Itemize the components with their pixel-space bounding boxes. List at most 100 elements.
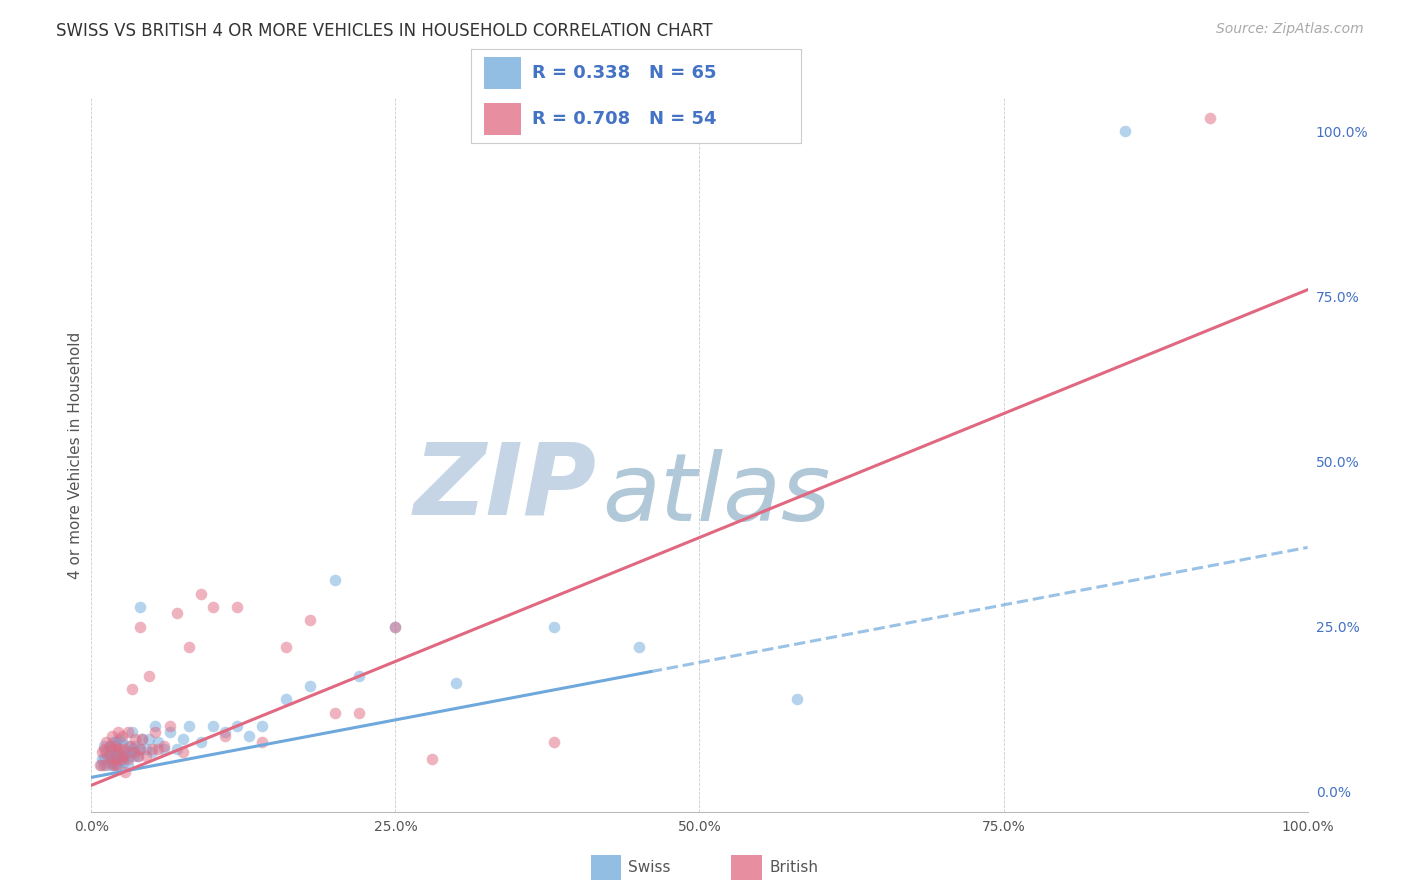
Text: R = 0.708   N = 54: R = 0.708 N = 54 [531, 111, 717, 128]
Point [323, 574, 346, 588]
Point [91, 752, 114, 766]
Point [135, 742, 157, 756]
Point [104, 758, 127, 772]
Point [96, 758, 118, 772]
Point [543, 620, 565, 634]
Point [111, 748, 134, 763]
Point [111, 735, 134, 749]
Point [117, 758, 139, 772]
Text: Source: ZipAtlas.com: Source: ZipAtlas.com [1216, 22, 1364, 37]
Point [103, 748, 125, 763]
Point [141, 745, 163, 759]
Point [124, 732, 146, 747]
Point [202, 599, 225, 614]
Point [98, 739, 121, 753]
Point [114, 765, 136, 780]
Point [148, 735, 170, 749]
Point [121, 742, 143, 756]
Bar [484, 57, 520, 89]
Point [274, 692, 297, 706]
Point [100, 745, 122, 759]
Point [127, 748, 149, 763]
Point [121, 725, 143, 739]
Point [124, 739, 146, 753]
Y-axis label: 4 or more Vehicles in Household: 4 or more Vehicles in Household [67, 331, 83, 579]
Point [127, 748, 149, 763]
Point [131, 732, 153, 747]
Point [627, 640, 650, 654]
Text: atlas: atlas [602, 449, 831, 540]
Point [226, 719, 249, 733]
Text: Swiss: Swiss [628, 861, 671, 875]
Point [129, 620, 152, 634]
Point [214, 729, 236, 743]
Point [543, 735, 565, 749]
Point [129, 742, 152, 756]
Point [117, 752, 139, 766]
Point [97, 748, 120, 763]
Point [110, 752, 132, 766]
Point [112, 742, 135, 756]
Point [117, 725, 139, 739]
Point [153, 742, 176, 756]
Point [108, 742, 131, 756]
Point [111, 752, 134, 766]
Point [104, 739, 127, 753]
Point [111, 748, 134, 763]
Point [94, 735, 117, 749]
Point [94, 745, 117, 759]
Point [93, 739, 115, 753]
Point [108, 732, 131, 747]
Point [384, 620, 406, 634]
Text: R = 0.338   N = 65: R = 0.338 N = 65 [531, 64, 717, 82]
Point [101, 729, 124, 743]
Point [121, 682, 143, 697]
Point [323, 706, 346, 720]
Point [177, 719, 200, 733]
Point [93, 752, 115, 766]
Point [93, 758, 115, 772]
Point [299, 679, 322, 693]
Point [91, 745, 114, 759]
Point [159, 719, 181, 733]
Point [100, 755, 122, 769]
Point [103, 735, 125, 749]
Point [118, 748, 141, 763]
Point [166, 607, 188, 621]
Point [159, 725, 181, 739]
Point [141, 742, 163, 756]
Point [131, 732, 153, 747]
Point [117, 739, 139, 753]
Point [347, 706, 370, 720]
Point [299, 613, 322, 627]
Point [98, 739, 121, 753]
Point [120, 739, 142, 753]
Point [238, 729, 260, 743]
Point [202, 719, 225, 733]
Point [190, 735, 212, 749]
Point [103, 752, 125, 766]
Point [100, 752, 122, 766]
Point [104, 735, 127, 749]
Point [104, 748, 127, 763]
Text: ZIP: ZIP [413, 439, 596, 535]
Text: British: British [769, 861, 818, 875]
Point [89, 758, 111, 772]
Point [274, 640, 297, 654]
Point [112, 745, 135, 759]
Point [148, 742, 170, 756]
Point [166, 742, 188, 756]
Point [120, 745, 142, 759]
Point [105, 752, 128, 766]
Point [138, 669, 160, 683]
Point [190, 587, 212, 601]
Point [420, 752, 443, 766]
Point [107, 725, 129, 739]
Point [786, 692, 808, 706]
Point [250, 735, 273, 749]
Point [90, 758, 112, 772]
Point [98, 748, 121, 763]
Point [214, 725, 236, 739]
Point [226, 599, 249, 614]
Point [153, 739, 176, 753]
